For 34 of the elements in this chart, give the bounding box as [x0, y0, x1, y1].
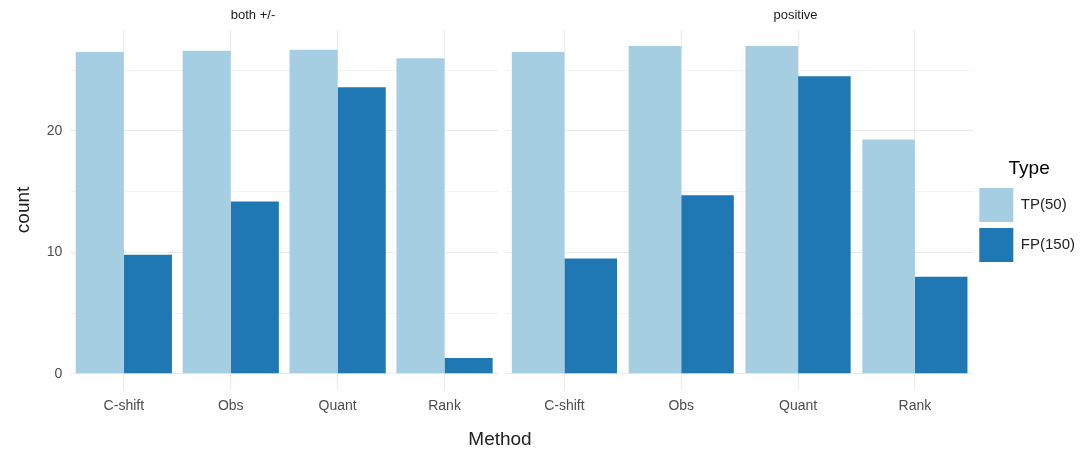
bar — [914, 276, 968, 374]
x-tick-label: Quant — [779, 397, 818, 414]
y-tick-label: 0 — [54, 364, 63, 381]
chart-title: both +/- — [230, 7, 276, 23]
x-tick-label: Rank — [898, 397, 933, 414]
legend-label: FP(150) — [1020, 235, 1075, 253]
bar — [123, 254, 172, 374]
bar — [681, 195, 734, 374]
legend-title: Type — [1008, 156, 1050, 178]
bar — [396, 58, 445, 374]
x-tick-label: C-shift — [103, 397, 145, 414]
chart-title: positive — [773, 7, 818, 23]
bar — [745, 45, 799, 374]
y-tick-label: 10 — [46, 243, 63, 260]
bar — [444, 358, 493, 374]
x-tick-label: Obs — [668, 397, 695, 414]
bar — [75, 52, 124, 374]
legend-label: TP(50) — [1020, 195, 1067, 213]
bar — [628, 45, 682, 374]
bar — [862, 139, 915, 374]
bar — [289, 49, 338, 374]
bar — [564, 258, 617, 374]
bar — [798, 76, 851, 374]
x-tick-label: Obs — [217, 397, 244, 414]
y-tick-label: 20 — [46, 121, 63, 138]
y-axis-title: count — [11, 185, 33, 234]
bar — [182, 50, 231, 374]
bar — [511, 52, 565, 374]
x-tick-label: Quant — [318, 397, 357, 414]
x-axis-title: Method — [467, 428, 533, 450]
x-tick-label: Rank — [428, 397, 462, 414]
x-tick-label: C-shift — [544, 397, 585, 414]
bar — [337, 87, 386, 374]
bar — [230, 201, 279, 374]
